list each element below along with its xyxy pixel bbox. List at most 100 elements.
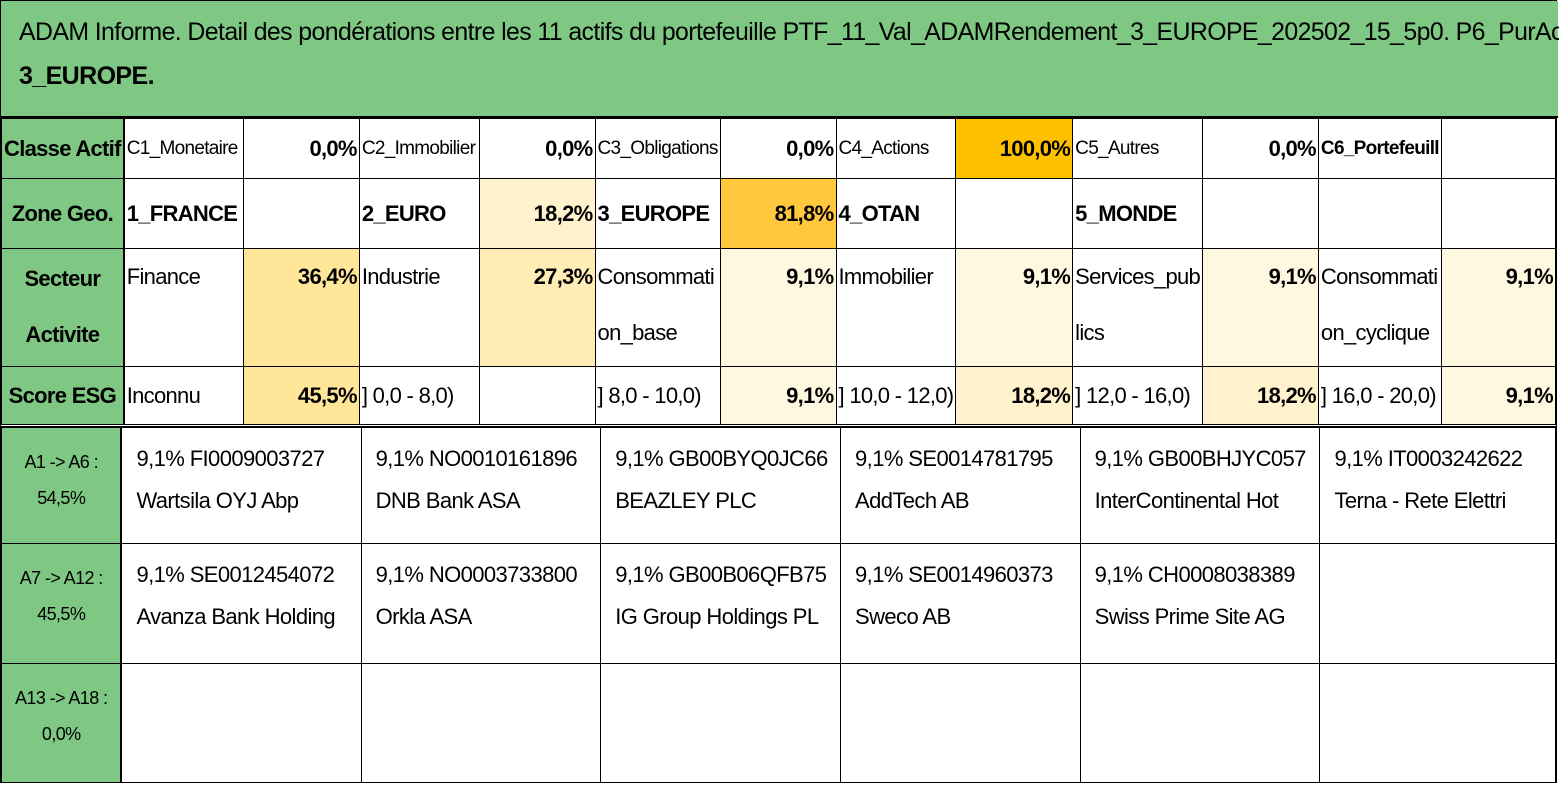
asset-cell bbox=[1319, 662, 1556, 783]
asset-cell: 9,1% GB00BHJYC057 InterContinental Hot bbox=[1079, 426, 1321, 544]
cell-value-highlight: 9,1% bbox=[719, 248, 837, 367]
row-header-esg: Score ESG bbox=[0, 366, 125, 425]
asset-cell: 9,1% GB00BYQ0JC66 BEAZLEY PLC bbox=[600, 426, 842, 544]
header-line: Activite bbox=[25, 322, 100, 347]
asset-cell: 9,1% GB00B06QFB75 IG Group Holdings PL bbox=[600, 542, 842, 664]
asset-name: Avanza Bank Holding bbox=[136, 603, 336, 629]
asset-cell bbox=[1319, 542, 1556, 664]
label-line: Industrie bbox=[361, 264, 441, 289]
cell-label: ] 0,0 - 8,0) bbox=[358, 366, 480, 425]
cell-value-highlight: 27,3% bbox=[478, 248, 596, 367]
asset-weight-isin: 9,1% NO0003733800 bbox=[375, 561, 578, 587]
asset-range: A7 -> A12 : bbox=[19, 567, 104, 588]
cell-value-highlight: 18,2% bbox=[478, 178, 596, 249]
asset-cell: 9,1% NO0010161896 DNB Bank ASA bbox=[360, 426, 602, 544]
cell-label: 5_MONDE bbox=[1072, 178, 1204, 249]
header-line: Secteur bbox=[24, 266, 101, 291]
asset-cell: 9,1% SE0014960373 Sweco AB bbox=[840, 542, 1081, 664]
cell-label: C5_Autres bbox=[1072, 118, 1204, 179]
asset-row-header: A13 -> A18 : 0,0% bbox=[1, 662, 123, 783]
cell-value-highlight: 9,1% bbox=[955, 248, 1074, 367]
cell-value-highlight: 18,2% bbox=[1202, 366, 1319, 425]
cell-label: 3_EUROPE bbox=[594, 178, 721, 249]
cell-value bbox=[1440, 178, 1557, 249]
asset-weight-isin: 9,1% GB00B06QFB75 bbox=[615, 561, 827, 587]
cell-value bbox=[1440, 118, 1557, 179]
asset-range: A13 -> A18 : bbox=[15, 687, 108, 708]
cell-label: ] 12,0 - 16,0) bbox=[1072, 366, 1204, 425]
asset-cell: 9,1% SE0012454072 Avanza Bank Holding bbox=[120, 542, 362, 664]
cell-value: 0,0% bbox=[1202, 118, 1319, 179]
asset-cell bbox=[600, 662, 842, 783]
cell-value-highlight: 9,1% bbox=[1440, 248, 1557, 367]
cell-label: 4_OTAN bbox=[835, 178, 957, 249]
cell-value-highlight: 9,1% bbox=[1440, 366, 1557, 425]
asset-weight-isin: 9,1% CH0008038389 bbox=[1094, 561, 1296, 587]
asset-range-weight: 0,0% bbox=[41, 723, 81, 744]
asset-cell: 9,1% IT0003242622 Terna - Rete Elettri bbox=[1319, 426, 1556, 544]
cell-label: C6_Portefeuill bbox=[1317, 118, 1442, 179]
title-line-2: 3_EUROPE. bbox=[19, 62, 155, 90]
asset-name: Sweco AB bbox=[855, 603, 951, 629]
cell-label: ] 16,0 - 20,0) bbox=[1317, 366, 1442, 425]
label-line: on_base bbox=[597, 320, 678, 345]
cell-label: C1_Monetaire bbox=[123, 118, 244, 179]
asset-name: InterContinental Hot bbox=[1094, 488, 1279, 513]
cell-label: Immobilier bbox=[835, 248, 957, 367]
assets-table: A1 -> A6 : 54,5% 9,1% FI0009003727 Wartsi… bbox=[1, 426, 1556, 783]
asset-weight-isin: 9,1% GB00BHJYC057 bbox=[1094, 446, 1307, 471]
cell-label: ] 10,0 - 12,0) bbox=[835, 366, 957, 425]
asset-name: BEAZLEY PLC bbox=[615, 488, 757, 513]
asset-range: A1 -> A6 : bbox=[24, 452, 98, 472]
title-line-1: ADAM Informe. Detail des pondérations en… bbox=[19, 18, 1559, 46]
asset-weight-isin: 9,1% NO0010161896 bbox=[375, 446, 578, 471]
asset-cell: 9,1% FI0009003727 Wartsila OYJ Abp bbox=[120, 426, 362, 544]
asset-name: Wartsila OYJ Abp bbox=[136, 488, 299, 513]
asset-weight-isin: 9,1% GB00BYQ0JC66 bbox=[615, 446, 828, 471]
cell-label: C2_Immobilier bbox=[358, 118, 480, 179]
cell-label: ] 8,0 - 10,0) bbox=[594, 366, 721, 425]
cell-value bbox=[478, 366, 596, 425]
cell-value bbox=[1202, 178, 1319, 249]
asset-row: A1 -> A6 : 54,5% 9,1% FI0009003727 Wartsi… bbox=[1, 426, 1556, 544]
label-line: Immobilier bbox=[838, 264, 934, 289]
label-line: Services_pub bbox=[1075, 264, 1201, 289]
asset-name: Terna - Rete Elettri bbox=[1334, 488, 1506, 513]
label-line: Finance bbox=[126, 264, 201, 289]
cell-value-highlight: 18,2% bbox=[955, 366, 1074, 425]
row-header-classe: Classe Actif bbox=[0, 118, 125, 179]
asset-cell bbox=[360, 662, 602, 783]
label-line: on_cyclique bbox=[1320, 320, 1430, 345]
label-line: Consommati bbox=[597, 264, 715, 289]
cell-label: Consommati on_base bbox=[594, 248, 721, 367]
cell-value-highlight: 36,4% bbox=[242, 248, 360, 367]
cell-value-highlight: 9,1% bbox=[1202, 248, 1319, 367]
row-zone-geo: Zone Geo. 1_FRANCE 2_EURO 18,2% 3_EUROPE… bbox=[0, 178, 1557, 249]
row-classe-actif: Classe Actif C1_Monetaire 0,0% C2_Immobi… bbox=[0, 118, 1557, 179]
asset-row-header: A7 -> A12 : 45,5% bbox=[1, 542, 123, 664]
asset-name: AddTech AB bbox=[855, 488, 969, 513]
asset-range-weight: 54,5% bbox=[37, 488, 86, 508]
cell-value bbox=[955, 178, 1074, 249]
cell-label: C3_Obligations bbox=[594, 118, 721, 179]
allocation-table: Classe Actif C1_Monetaire 0,0% C2_Immobi… bbox=[0, 118, 1557, 425]
cell-value: 0,0% bbox=[719, 118, 837, 179]
cell-label: 2_EURO bbox=[358, 178, 480, 249]
cell-label: Consommati on_cyclique bbox=[1317, 248, 1442, 367]
asset-row: A7 -> A12 : 45,5% 9,1% SE0012454072 Avanz… bbox=[1, 542, 1556, 664]
row-secteur-activite: Secteur Activite Finance 36,4% Industrie… bbox=[0, 248, 1557, 367]
row-header-zone: Zone Geo. bbox=[0, 178, 125, 249]
cell-label: C4_Actions bbox=[835, 118, 957, 179]
report-title: ADAM Informe. Detail des pondérations en… bbox=[1, 1, 1559, 118]
cell-label: Finance bbox=[123, 248, 244, 367]
asset-range-weight: 45,5% bbox=[37, 603, 86, 624]
cell-value-highlight: 9,1% bbox=[719, 366, 837, 425]
asset-row-header: A1 -> A6 : 54,5% bbox=[1, 426, 123, 544]
row-score-esg: Score ESG Inconnu 45,5% ] 0,0 - 8,0) ] 8… bbox=[0, 366, 1557, 425]
cell-label: Inconnu bbox=[123, 366, 244, 425]
asset-cell bbox=[840, 662, 1081, 783]
asset-name: Swiss Prime Site AG bbox=[1094, 603, 1286, 629]
asset-weight-isin: 9,1% SE0014960373 bbox=[855, 561, 1053, 587]
asset-name: IG Group Holdings PL bbox=[615, 603, 819, 629]
cell-label: Services_pub lics bbox=[1072, 248, 1204, 367]
